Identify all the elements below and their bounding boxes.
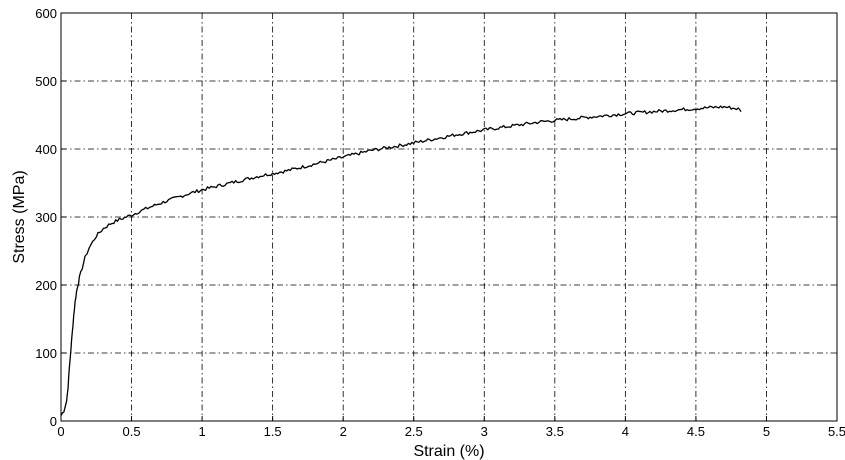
x-tick-label: 2: [340, 424, 347, 439]
y-ticks: 0 100 200 300 400 500 600: [35, 6, 66, 429]
y-tick-label: 300: [35, 210, 57, 225]
x-tick-label: 1: [198, 424, 205, 439]
y-tick-label: 400: [35, 142, 57, 157]
x-axis-title: Strain (%): [413, 443, 484, 460]
x-ticks: 0 0.5 1 1.5 2 2.5 3 3.5 4 4.5 5 5.5: [57, 416, 845, 439]
y-tick-label: 200: [35, 278, 57, 293]
x-tick-label: 0: [57, 424, 64, 439]
x-tick-label: 3.5: [546, 424, 564, 439]
x-tick-label: 4.5: [687, 424, 705, 439]
x-tick-label: 5: [763, 424, 770, 439]
x-tick-label: 0.5: [123, 424, 141, 439]
stress-strain-curve: [60, 105, 742, 416]
grid: [61, 13, 837, 421]
x-tick-label: 1.5: [264, 424, 282, 439]
y-axis-title: Stress (MPa): [11, 170, 28, 263]
plot-frame: [60, 12, 838, 422]
x-tick-label: 2.5: [405, 424, 423, 439]
y-tick-label: 500: [35, 74, 57, 89]
y-tick-label: 100: [35, 346, 57, 361]
data-series: [60, 105, 742, 416]
y-tick-label: 600: [35, 6, 57, 21]
x-tick-label: 5.5: [828, 424, 845, 439]
x-tick-label: 4: [622, 424, 629, 439]
x-tick-label: 3: [481, 424, 488, 439]
y-tick-label: 0: [50, 414, 57, 429]
